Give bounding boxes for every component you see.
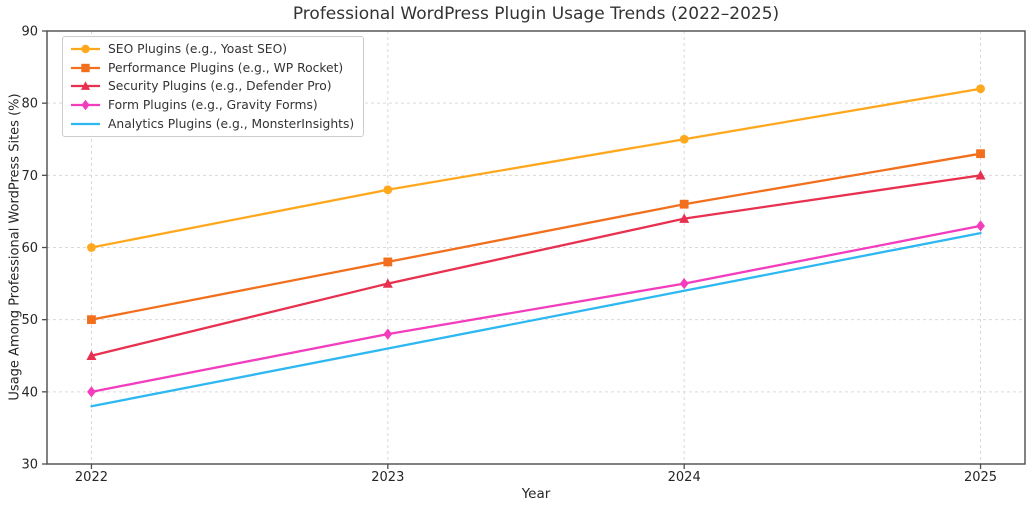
y-tick-label: 70 <box>21 169 38 184</box>
data-point-square <box>679 199 689 209</box>
legend-item: SEO Plugins (e.g., Yoast SEO) <box>70 40 354 59</box>
legend-item: Security Plugins (e.g., Defender Pro) <box>70 77 354 96</box>
series-line <box>90 87 982 249</box>
y-tick-label: 30 <box>21 458 38 473</box>
y-tick-label: 50 <box>21 313 38 328</box>
y-tick-label: 60 <box>21 241 38 256</box>
x-tick-label: 2023 <box>371 470 404 485</box>
data-point-circle <box>976 84 985 94</box>
series-line <box>90 152 982 321</box>
data-point-square <box>976 149 985 159</box>
x-tick-label: 2025 <box>964 470 997 485</box>
legend-label: Form Plugins (e.g., Gravity Forms) <box>108 98 318 113</box>
legend-label: Security Plugins (e.g., Defender Pro) <box>108 79 332 94</box>
legend-label: SEO Plugins (e.g., Yoast SEO) <box>108 42 288 57</box>
diamond-marker-icon <box>71 99 100 111</box>
data-point-circle <box>383 185 393 195</box>
legend-item: Analytics Plugins (e.g., MonsterInsights… <box>70 114 354 133</box>
data-point-circle <box>679 134 689 144</box>
legend-label: Performance Plugins (e.g., WP Rocket) <box>108 60 344 75</box>
data-point-diamond <box>976 220 985 232</box>
y-tick-label: 90 <box>21 25 38 40</box>
data-point-diamond <box>383 328 393 340</box>
legend-label: Analytics Plugins (e.g., MonsterInsights… <box>108 116 355 131</box>
data-point-diamond <box>87 386 96 398</box>
series-line <box>90 224 982 393</box>
circle-marker-icon <box>71 45 100 54</box>
series-line <box>90 231 982 408</box>
data-point-diamond <box>679 277 689 290</box>
data-point-square <box>383 257 393 267</box>
y-axis-label: Usage Among Professional WordPress Sites… <box>7 93 23 401</box>
legend-item: Performance Plugins (e.g., WP Rocket) <box>70 59 354 78</box>
y-tick-label: 80 <box>21 97 38 112</box>
data-point-triangle <box>86 350 97 360</box>
square-marker-icon <box>71 63 100 73</box>
data-point-triangle <box>975 170 986 180</box>
data-point-triangle <box>382 278 393 288</box>
legend: SEO Plugins (e.g., Yoast SEO) Performance… <box>62 36 365 137</box>
y-tick-label: 40 <box>21 385 38 400</box>
data-point-circle <box>87 243 96 252</box>
chart-title: Professional WordPress Plugin Usage Tren… <box>292 4 780 24</box>
legend-item: Form Plugins (e.g., Gravity Forms) <box>70 96 354 115</box>
data-point-triangle <box>679 213 690 223</box>
x-tick-label: 2022 <box>75 470 108 485</box>
x-tick-label: 2024 <box>668 470 701 485</box>
triangle-marker-icon <box>71 81 100 91</box>
line-marker-icon <box>71 122 100 125</box>
series-line <box>90 174 982 357</box>
x-axis-label: Year <box>521 486 551 502</box>
data-point-square <box>87 315 96 325</box>
